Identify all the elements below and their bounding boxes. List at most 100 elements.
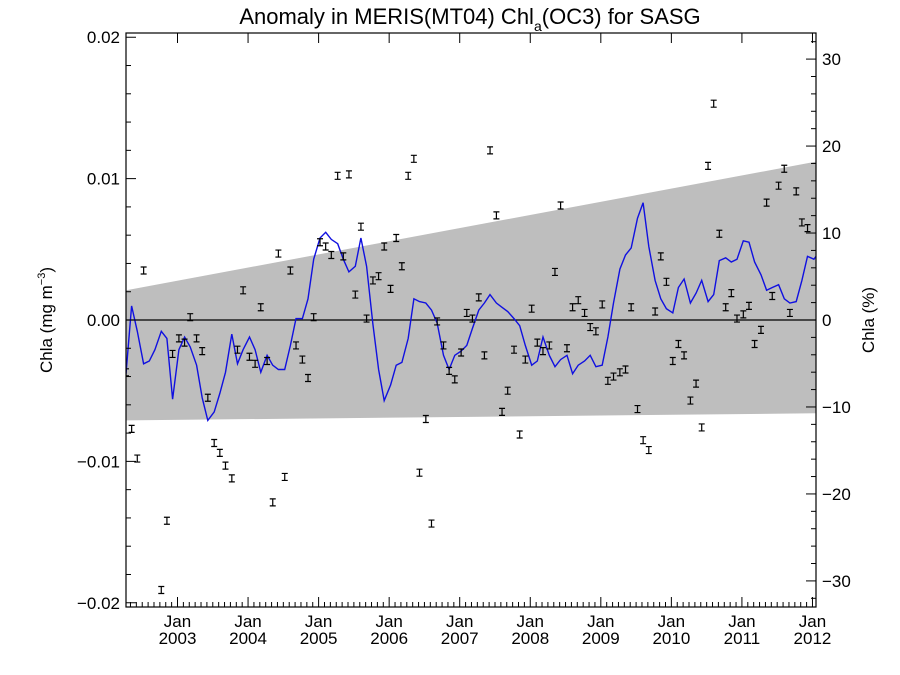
data-point	[581, 308, 588, 318]
data-point	[511, 345, 518, 354]
data-point	[546, 341, 553, 350]
data-point	[463, 308, 470, 318]
data-point	[740, 310, 747, 319]
data-point	[652, 307, 659, 316]
x-tick-year-label: 2005	[300, 629, 338, 648]
y-right-tick-label: −10	[822, 398, 851, 417]
data-point	[246, 352, 253, 361]
data-point	[522, 355, 529, 364]
data-point	[204, 393, 211, 402]
y-left-tick-label: 0.01	[87, 170, 120, 189]
data-point	[458, 348, 465, 357]
data-point	[305, 373, 312, 383]
data-point	[345, 170, 352, 179]
data-point	[751, 339, 758, 349]
data-point	[193, 334, 200, 343]
data-point	[499, 407, 506, 416]
data-point	[310, 313, 317, 322]
data-point	[269, 498, 276, 507]
y-axis-left-label-exponent: −3	[36, 273, 48, 286]
plot-area	[126, 99, 816, 595]
y-left-tick-label: −0.02	[77, 594, 120, 613]
data-point	[575, 296, 582, 305]
data-point	[440, 341, 447, 350]
x-tick-year-label: 2009	[582, 629, 620, 648]
data-point	[757, 325, 764, 334]
data-point	[158, 585, 165, 595]
data-point	[728, 289, 735, 298]
data-point	[363, 314, 370, 323]
data-point	[446, 366, 453, 375]
data-point	[733, 314, 740, 323]
data-point	[369, 276, 376, 285]
data-point	[322, 242, 329, 251]
data-point	[504, 386, 511, 395]
data-point	[128, 424, 135, 433]
chart-title-subscript: a	[534, 18, 542, 34]
y-right-tick-label: 30	[822, 50, 841, 69]
data-point	[281, 472, 288, 482]
x-tick-year-label: 2012	[794, 629, 832, 648]
data-point	[264, 356, 271, 366]
data-point	[763, 198, 770, 207]
data-point	[610, 372, 617, 381]
y-axis-left-label: Chla (mg m−3)	[36, 267, 56, 373]
x-tick-month-label: Jan	[799, 612, 826, 631]
data-point	[357, 222, 364, 231]
y-left-tick-label: 0.00	[87, 311, 120, 330]
y-right-tick-label: −20	[822, 485, 851, 504]
x-tick-year-label: 2011	[724, 629, 761, 648]
x-tick-year-label: 2007	[441, 629, 479, 648]
x-tick-month-label: Jan	[164, 612, 191, 631]
data-point	[422, 414, 429, 424]
data-point	[140, 266, 147, 275]
chart-title-main: Anomaly in MERIS(MT04) Chl	[239, 4, 534, 29]
data-point	[710, 99, 717, 108]
x-tick-year-label: 2003	[159, 629, 197, 648]
data-point	[634, 404, 641, 414]
y-axis-left-label-prefix: Chla (mg m	[37, 285, 56, 373]
data-point	[175, 334, 182, 343]
x-tick-month-label: Jan	[305, 612, 332, 631]
data-point	[381, 242, 388, 251]
data-point	[334, 171, 341, 180]
data-point	[675, 339, 682, 349]
x-tick-year-label: 2004	[229, 629, 267, 648]
x-tick-year-label: 2010	[652, 629, 690, 648]
data-point	[352, 290, 359, 299]
y-left-tick-label: 0.02	[87, 28, 120, 47]
data-point	[804, 224, 811, 233]
data-point	[481, 351, 488, 360]
data-point	[698, 423, 705, 432]
data-point	[775, 181, 782, 190]
data-point	[375, 272, 382, 281]
data-point	[786, 308, 793, 318]
data-point	[493, 211, 500, 220]
data-point	[716, 229, 723, 238]
data-point	[410, 154, 417, 163]
x-tick-month-label: Jan	[517, 612, 544, 631]
smoothed-series-line	[126, 202, 816, 422]
data-point	[622, 365, 629, 374]
data-point	[587, 322, 594, 332]
data-point	[616, 368, 623, 377]
data-point	[469, 314, 476, 323]
data-point	[722, 303, 729, 312]
data-point	[599, 300, 606, 309]
data-point	[628, 303, 635, 312]
data-point	[340, 252, 347, 261]
data-point	[604, 376, 611, 385]
y-left-tick-label: −0.01	[77, 452, 120, 471]
x-tick-month-label: Jan	[587, 612, 614, 631]
x-tick-month-label: Jan	[375, 612, 402, 631]
data-point	[393, 233, 400, 243]
data-point	[781, 164, 788, 173]
data-point	[228, 474, 235, 483]
data-point	[551, 267, 558, 277]
data-point	[669, 356, 676, 366]
data-point	[199, 347, 206, 356]
data-point	[569, 303, 576, 312]
data-point	[528, 304, 535, 313]
x-tick-month-label: Jan	[658, 612, 685, 631]
